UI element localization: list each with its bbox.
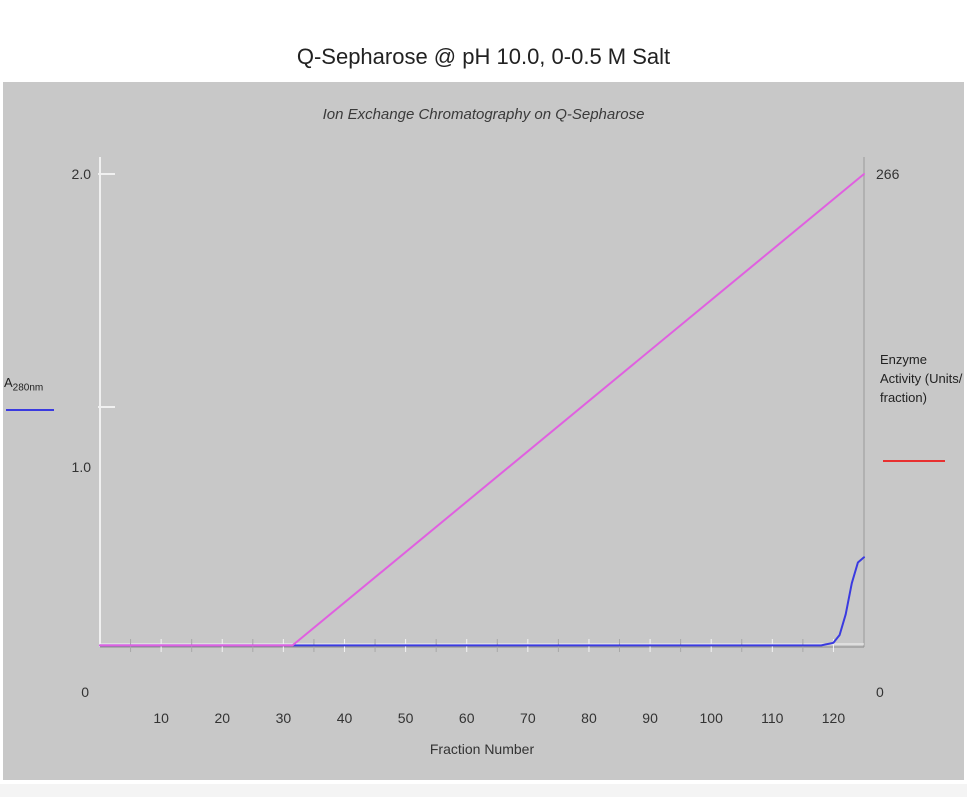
left-axis-label-main: A	[4, 375, 13, 390]
x-tick-label: 60	[459, 710, 475, 726]
enzyme-activity-legend-swatch	[883, 460, 945, 462]
left-axis-label: A280nm	[4, 375, 43, 394]
left-tick-label: 0	[81, 684, 89, 700]
x-axis-label: Fraction Number	[430, 741, 535, 757]
left-tick-label: 2.0	[72, 166, 92, 182]
left-axis-label-sub: 280nm	[12, 382, 44, 394]
x-tick-label: 80	[581, 710, 597, 726]
bottom-strip	[0, 784, 967, 797]
absorbance-legend-swatch	[6, 409, 54, 411]
chart-panel: 10 20 30 40 50 60 70 80 90 100 110 120 Fraction Numb…	[3, 82, 964, 780]
x-tick-label: 10	[153, 710, 169, 726]
absorbance-line	[99, 556, 865, 647]
right-tick-label: 266	[876, 166, 900, 182]
right-axis-label: Enzyme Activity (Units/ fraction)	[880, 352, 963, 405]
x-tick-label: 30	[276, 710, 292, 726]
page-title: Q-Sepharose @ pH 10.0, 0-0.5 M Salt	[296, 44, 671, 69]
right-tick-label: 0	[876, 684, 884, 700]
x-tick-label: 90	[642, 710, 658, 726]
chart-svg: 10 20 30 40 50 60 70 80 90 100 110 120 Fraction Numb…	[72, 157, 900, 757]
x-tick-label: 70	[520, 710, 536, 726]
x-tick-label: 100	[700, 710, 724, 726]
x-tick-label: 20	[214, 710, 230, 726]
chart-subtitle: Ion Exchange Chromatography on Q-Sepharo…	[322, 106, 645, 123]
left-tick-label: 1.0	[72, 459, 92, 475]
x-tick-label: 110	[761, 710, 784, 726]
x-tick-label: 40	[337, 710, 353, 726]
salt-gradient-line	[99, 173, 865, 647]
x-tick-label: 120	[822, 710, 846, 726]
x-tick-label: 50	[398, 710, 414, 726]
